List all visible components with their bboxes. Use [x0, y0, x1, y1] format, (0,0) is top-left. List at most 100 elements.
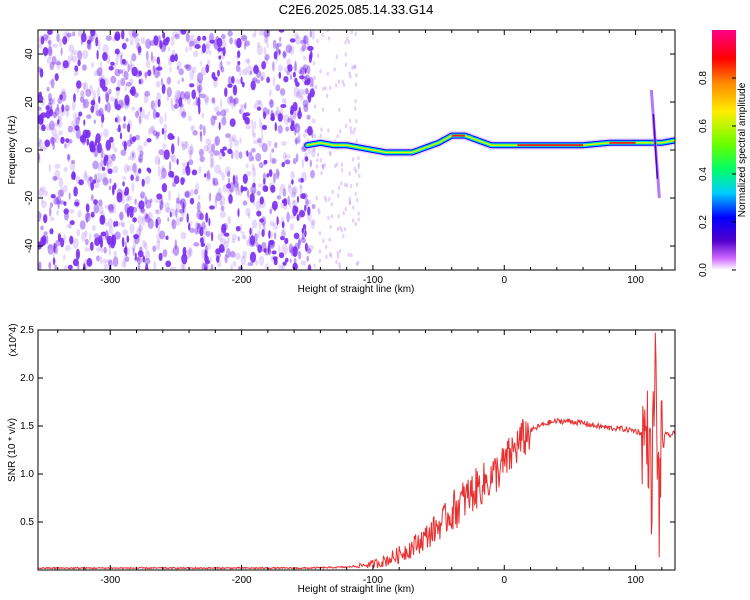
noise-blob [354, 221, 357, 227]
noise-blob [216, 260, 222, 268]
noise-blob [79, 96, 85, 103]
noise-blob [277, 170, 280, 177]
noise-blob [49, 106, 53, 113]
noise-blob [281, 161, 285, 168]
noise-blob [48, 92, 52, 102]
noise-blob [75, 128, 81, 140]
noise-blob [343, 227, 347, 232]
noise-blob [53, 110, 56, 118]
noise-blob [318, 231, 322, 236]
noise-blob [102, 258, 107, 264]
noise-blob [138, 224, 144, 232]
noise-blob [114, 48, 120, 55]
noise-blob [200, 242, 205, 248]
noise-blob [63, 208, 69, 215]
noise-blob [116, 114, 120, 123]
noise-blob [229, 95, 234, 104]
noise-blob [171, 218, 175, 227]
noise-blob [139, 157, 142, 162]
noise-blob [67, 61, 71, 69]
noise-blob [176, 158, 179, 165]
noise-blob [73, 93, 76, 103]
noise-blob [169, 266, 177, 270]
noise-blob [106, 93, 109, 104]
noise-blob [226, 183, 232, 189]
noise-blob [155, 209, 159, 215]
noise-blob [246, 187, 249, 194]
noise-blob [142, 255, 145, 263]
noise-blob [102, 86, 108, 92]
noise-blob [135, 134, 140, 141]
noise-blob [312, 61, 316, 66]
noise-blob [185, 190, 191, 198]
noise-blob [238, 151, 243, 159]
noise-blob [279, 88, 286, 96]
noise-blob [325, 244, 328, 250]
noise-blob [82, 98, 86, 110]
noise-blob [180, 140, 184, 148]
noise-blob [188, 115, 192, 122]
noise-blob [323, 163, 326, 168]
noise-blob [131, 245, 136, 251]
noise-blob [182, 167, 187, 176]
noise-blob [264, 53, 270, 61]
snr-frame [37, 329, 676, 571]
colorbar-tick-label: 0.0 [698, 263, 709, 277]
noise-blob [351, 218, 355, 223]
noise-blob [350, 30, 353, 35]
noise-blob [160, 195, 163, 205]
noise-blob [73, 71, 78, 77]
noise-blob [209, 205, 215, 210]
noise-blob [169, 211, 172, 218]
noise-blob [282, 151, 287, 161]
noise-blob [119, 211, 124, 221]
noise-blob [335, 162, 339, 167]
noise-blob [209, 49, 212, 56]
noise-blob [240, 76, 243, 85]
noise-blob [172, 181, 177, 187]
noise-blob [300, 260, 307, 266]
noise-blob [123, 190, 129, 196]
noise-blob [210, 115, 216, 126]
noise-blob [251, 156, 254, 162]
noise-blob [123, 254, 126, 264]
noise-blob [306, 65, 311, 75]
noise-blob [286, 211, 290, 223]
noise-blob [211, 97, 215, 104]
noise-blob [86, 257, 93, 267]
noise-blob [184, 91, 191, 100]
noise-blob [47, 244, 53, 249]
noise-blob [218, 151, 223, 160]
noise-blob [224, 108, 229, 114]
noise-blob [220, 33, 226, 40]
noise-blob [168, 55, 175, 63]
noise-blob [48, 98, 54, 105]
noise-blob [180, 177, 185, 186]
noise-blob [318, 210, 321, 215]
noise-blob [200, 60, 203, 67]
noise-blob [292, 71, 296, 78]
noise-blob [273, 51, 278, 60]
noise-blob [191, 125, 195, 131]
noise-blob [241, 34, 248, 44]
noise-blob [258, 30, 266, 36]
noise-blob [217, 233, 223, 241]
noise-blob [162, 143, 167, 149]
noise-blob [83, 98, 89, 109]
noise-blob [145, 249, 151, 260]
noise-blob [71, 101, 76, 111]
noise-blob [233, 183, 239, 192]
noise-blob [190, 188, 194, 197]
noise-blob [96, 178, 101, 183]
noise-blob [57, 119, 60, 125]
noise-blob [235, 174, 238, 184]
noise-blob [285, 159, 291, 165]
noise-blob [133, 239, 137, 248]
noise-blob [327, 128, 330, 133]
noise-blob [38, 152, 41, 164]
noise-blob [125, 81, 132, 87]
noise-blob [164, 111, 167, 123]
noise-blob [307, 248, 312, 254]
noise-blob [213, 177, 219, 186]
noise-blob [121, 68, 126, 77]
